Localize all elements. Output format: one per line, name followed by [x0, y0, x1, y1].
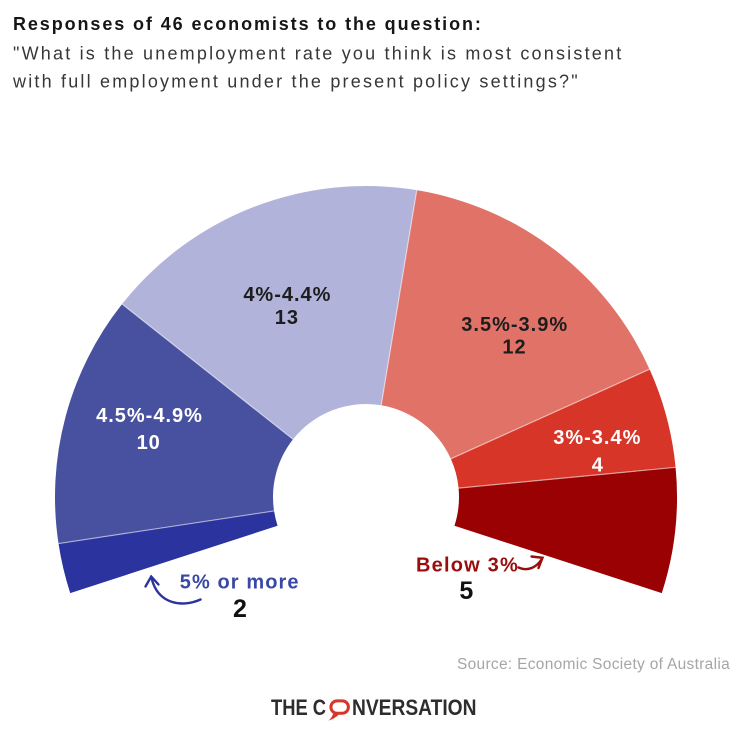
- svg-text:12: 12: [502, 337, 526, 359]
- svg-text:4%-4.4%: 4%-4.4%: [243, 284, 331, 306]
- svg-text:5: 5: [459, 577, 473, 605]
- svg-text:3.5%-3.9%: 3.5%-3.9%: [461, 314, 568, 336]
- svg-text:13: 13: [275, 307, 299, 329]
- svg-text:3%-3.4%: 3%-3.4%: [553, 427, 641, 449]
- svg-text:2: 2: [233, 595, 247, 623]
- svg-text:THE C: THE C: [271, 695, 326, 720]
- svg-text:NVERSATION: NVERSATION: [352, 695, 477, 720]
- svg-text:Responses of 46 economists to: Responses of 46 economists to the questi…: [13, 14, 483, 34]
- svg-text:5% or more: 5% or more: [180, 572, 300, 594]
- svg-text:Below 3%: Below 3%: [416, 555, 519, 577]
- svg-text:4: 4: [592, 455, 604, 477]
- svg-text:"What is the unemployment rate: "What is the unemployment rate you think…: [13, 44, 623, 64]
- svg-text:with full employment under the: with full employment under the present p…: [12, 72, 580, 92]
- svg-text:10: 10: [137, 432, 161, 454]
- svg-text:Source: Economic Society of Au: Source: Economic Society of Australia: [457, 656, 730, 673]
- svg-text:4.5%-4.9%: 4.5%-4.9%: [96, 405, 203, 427]
